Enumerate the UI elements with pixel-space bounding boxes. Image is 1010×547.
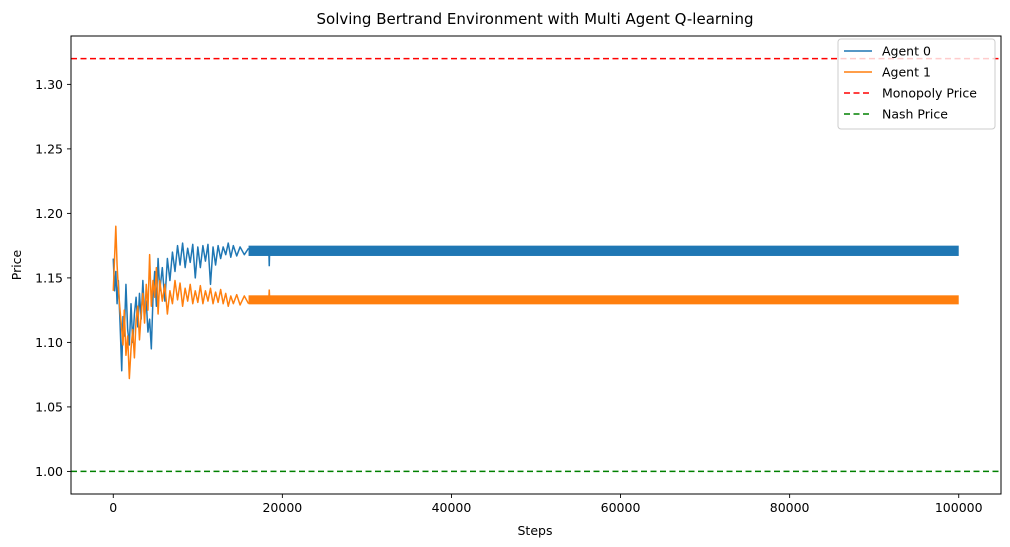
x-tick-label: 60000 bbox=[601, 500, 641, 515]
y-axis-label: Price bbox=[9, 249, 24, 280]
x-tick-label: 40000 bbox=[432, 500, 472, 515]
axes-frame bbox=[70, 35, 1002, 495]
series-spike-agent-0 bbox=[268, 249, 271, 267]
legend-label-nash-price: Nash Price bbox=[882, 107, 948, 122]
y-axis: 1.00 1.05 1.10 1.15 1.20 1.25 1.30 bbox=[35, 77, 71, 479]
oscillation-band-agent-0 bbox=[248, 245, 959, 256]
y-tick-label: 1.20 bbox=[35, 206, 63, 221]
y-tick-label: 1.10 bbox=[35, 335, 63, 350]
chart-title: Solving Bertrand Environment with Multi … bbox=[317, 10, 754, 28]
y-tick-label: 1.00 bbox=[35, 464, 63, 479]
x-tick-label: 100000 bbox=[935, 500, 983, 515]
y-tick-label: 1.30 bbox=[35, 77, 63, 92]
legend-label-agent-1: Agent 1 bbox=[882, 65, 931, 80]
y-tick-label: 1.05 bbox=[35, 399, 63, 414]
y-tick-label: 1.25 bbox=[35, 141, 63, 156]
series-line-agent-0 bbox=[112, 242, 250, 372]
series-spike-agent-1 bbox=[268, 289, 271, 300]
y-tick-label: 1.15 bbox=[35, 270, 63, 285]
series-line-agent-1 bbox=[112, 225, 250, 380]
legend-box bbox=[837, 38, 996, 130]
legend: Agent 0 Agent 1 Monopoly Price Nash Price bbox=[837, 38, 996, 130]
x-axis: 0 20000 40000 60000 80000 100000 bbox=[109, 494, 983, 515]
oscillation-band-agent-1 bbox=[248, 295, 959, 305]
x-tick-label: 0 bbox=[109, 500, 117, 515]
x-tick-label: 20000 bbox=[262, 500, 302, 515]
legend-label-agent-0: Agent 0 bbox=[882, 44, 931, 59]
x-axis-label: Steps bbox=[518, 523, 553, 538]
legend-label-monopoly-price: Monopoly Price bbox=[882, 86, 977, 101]
x-tick-label: 80000 bbox=[770, 500, 810, 515]
